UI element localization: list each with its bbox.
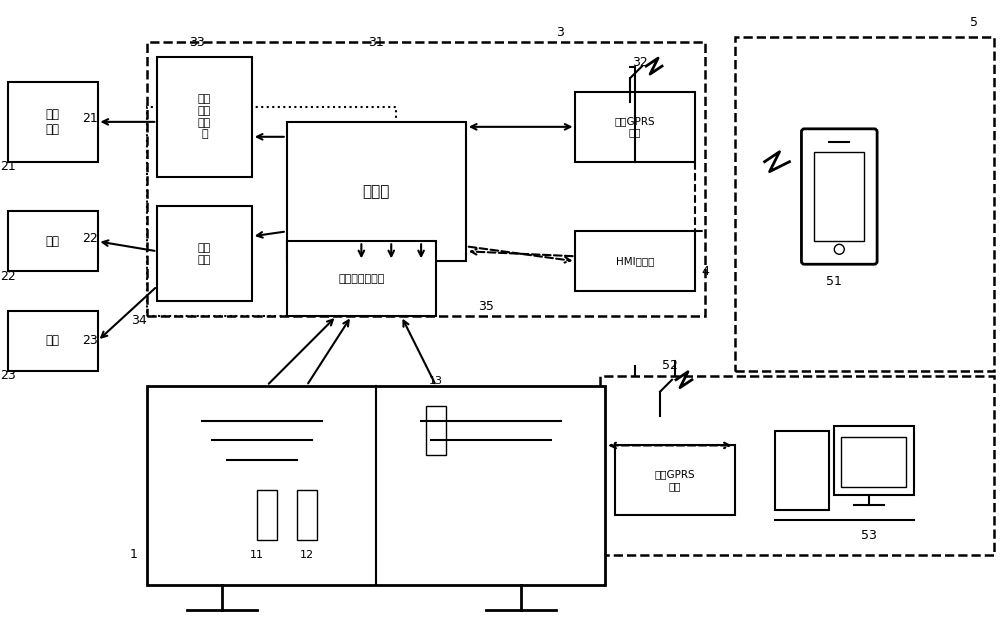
Text: 11: 11 bbox=[250, 550, 264, 560]
Text: 4: 4 bbox=[701, 265, 709, 278]
Text: 单片机: 单片机 bbox=[363, 184, 390, 199]
Text: 22: 22 bbox=[82, 232, 98, 245]
FancyBboxPatch shape bbox=[575, 232, 695, 291]
Text: 52: 52 bbox=[662, 359, 678, 372]
FancyBboxPatch shape bbox=[287, 122, 466, 261]
FancyBboxPatch shape bbox=[834, 425, 914, 495]
FancyBboxPatch shape bbox=[775, 431, 829, 510]
Text: HMI触摸屏: HMI触摸屏 bbox=[616, 256, 654, 266]
FancyBboxPatch shape bbox=[297, 490, 317, 540]
Text: 进料: 进料 bbox=[46, 235, 60, 248]
FancyBboxPatch shape bbox=[575, 92, 695, 162]
Text: 35: 35 bbox=[478, 300, 494, 312]
Text: 12: 12 bbox=[300, 550, 314, 560]
FancyBboxPatch shape bbox=[157, 207, 252, 301]
FancyBboxPatch shape bbox=[8, 82, 98, 162]
Text: 21: 21 bbox=[82, 113, 98, 125]
FancyBboxPatch shape bbox=[426, 406, 446, 455]
Text: 继电
器组: 继电 器组 bbox=[198, 243, 211, 265]
Text: 21: 21 bbox=[0, 160, 16, 173]
Text: 23: 23 bbox=[82, 335, 98, 347]
Text: 第二
运算
放大
器: 第二 运算 放大 器 bbox=[198, 95, 211, 139]
FancyBboxPatch shape bbox=[287, 241, 436, 316]
FancyBboxPatch shape bbox=[615, 445, 735, 515]
Text: 加碱: 加碱 bbox=[46, 335, 60, 347]
FancyBboxPatch shape bbox=[801, 129, 877, 264]
Text: 温度
调控: 温度 调控 bbox=[46, 108, 60, 136]
Text: 1: 1 bbox=[129, 548, 137, 562]
FancyBboxPatch shape bbox=[8, 311, 98, 371]
Text: 23: 23 bbox=[0, 370, 16, 382]
FancyBboxPatch shape bbox=[147, 385, 605, 585]
Text: 5: 5 bbox=[970, 16, 978, 29]
FancyBboxPatch shape bbox=[257, 490, 277, 540]
Text: 22: 22 bbox=[0, 270, 16, 282]
FancyBboxPatch shape bbox=[8, 211, 98, 271]
Text: 第二GPRS
模块: 第二GPRS 模块 bbox=[655, 469, 695, 491]
Text: 34: 34 bbox=[132, 314, 147, 328]
FancyBboxPatch shape bbox=[157, 57, 252, 177]
Text: 53: 53 bbox=[861, 529, 877, 541]
Text: 3: 3 bbox=[557, 25, 564, 39]
Text: 第一运算放大器: 第一运算放大器 bbox=[338, 273, 385, 284]
Text: 51: 51 bbox=[826, 275, 842, 287]
Text: 31: 31 bbox=[368, 36, 384, 49]
FancyBboxPatch shape bbox=[814, 152, 864, 241]
Text: 13: 13 bbox=[429, 376, 443, 385]
Text: 32: 32 bbox=[632, 55, 648, 69]
Text: 第一GPRS
模块: 第一GPRS 模块 bbox=[615, 116, 655, 137]
Text: 33: 33 bbox=[189, 36, 205, 49]
FancyBboxPatch shape bbox=[841, 438, 906, 487]
